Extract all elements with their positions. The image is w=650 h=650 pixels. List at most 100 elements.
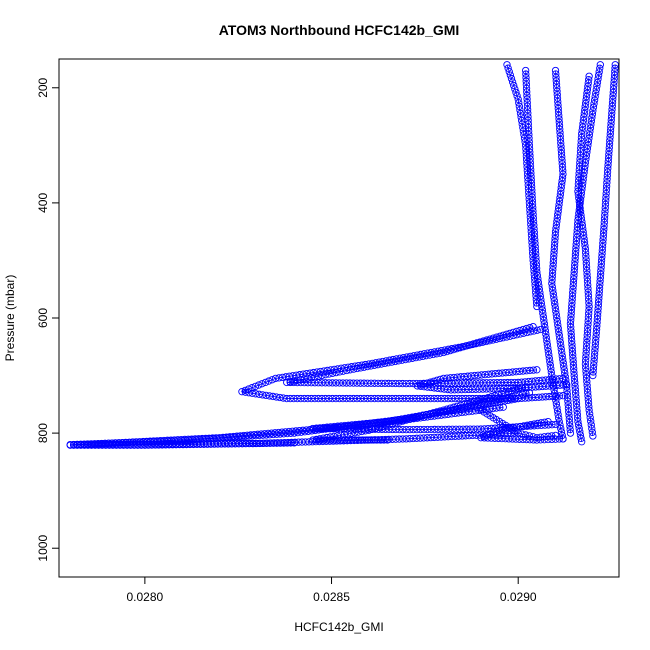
data-point	[550, 293, 558, 301]
data-point	[351, 429, 359, 437]
data-point	[569, 354, 577, 362]
data-point	[575, 162, 584, 170]
data-point	[585, 302, 593, 311]
data-point	[522, 81, 531, 89]
data-point	[460, 404, 468, 412]
data-point	[278, 373, 287, 382]
data-point	[532, 292, 540, 300]
data-point	[258, 391, 267, 399]
data-point	[565, 408, 573, 416]
data-point	[571, 261, 579, 269]
data-point	[486, 385, 494, 393]
data-point	[340, 422, 349, 431]
data-point	[265, 377, 273, 385]
data-point	[559, 359, 567, 367]
data-point	[610, 71, 619, 79]
data-point	[186, 440, 194, 449]
data-point	[609, 95, 617, 103]
data-point	[491, 369, 500, 378]
data-point	[518, 384, 526, 392]
data-point	[584, 313, 593, 321]
data-point	[585, 306, 593, 314]
data-point	[549, 259, 557, 267]
data-point	[433, 376, 441, 384]
data-point	[608, 105, 616, 114]
data-point	[525, 202, 534, 211]
series-1	[548, 66, 575, 437]
data-point	[585, 402, 593, 411]
data-point	[281, 428, 290, 436]
data-point	[604, 154, 613, 162]
data-point	[109, 441, 117, 449]
data-point	[582, 259, 590, 267]
data-point	[372, 419, 380, 428]
data-point	[581, 245, 590, 253]
data-point	[575, 206, 583, 214]
data-point	[592, 332, 600, 341]
data-point	[437, 411, 445, 419]
data-point	[512, 88, 520, 97]
data-point	[477, 401, 485, 409]
data-point	[574, 191, 583, 199]
data-point	[594, 71, 603, 80]
data-point	[283, 378, 291, 387]
data-point	[512, 368, 520, 376]
data-point	[320, 424, 328, 433]
data-point	[591, 347, 599, 355]
data-point	[531, 393, 540, 402]
data-point	[594, 75, 602, 83]
data-point	[420, 394, 428, 403]
data-point	[319, 437, 327, 446]
data-point	[583, 266, 591, 275]
data-point	[595, 294, 603, 303]
data-point	[513, 423, 521, 431]
data-point	[522, 435, 531, 444]
data-point	[333, 437, 341, 445]
data-point	[556, 135, 565, 144]
data-point	[569, 351, 577, 359]
data-point	[300, 394, 308, 403]
data-point	[552, 224, 560, 232]
data-point	[577, 211, 585, 219]
data-point	[573, 403, 581, 412]
data-point	[517, 378, 526, 386]
data-point	[522, 148, 530, 157]
data-point	[582, 252, 590, 260]
data-point	[596, 280, 604, 289]
data-point	[322, 437, 330, 445]
data-point	[406, 379, 414, 388]
data-point	[526, 213, 534, 221]
data-point	[593, 322, 601, 330]
data-point	[550, 252, 558, 260]
data-point	[584, 324, 592, 332]
data-point	[77, 441, 85, 449]
data-point	[466, 341, 474, 349]
data-point	[534, 419, 542, 428]
data-point	[581, 106, 589, 114]
data-point	[427, 394, 435, 403]
data-point	[582, 342, 591, 350]
data-point	[443, 374, 451, 382]
data-point	[584, 395, 592, 404]
data-point	[595, 291, 603, 299]
data-point	[292, 427, 300, 435]
data-point	[552, 381, 560, 390]
data-point	[558, 160, 566, 168]
data-point	[542, 330, 550, 338]
data-point	[480, 434, 489, 442]
data-point	[555, 200, 563, 209]
data-point	[566, 425, 574, 434]
data-point	[316, 367, 325, 376]
data-point	[559, 381, 567, 389]
data-point	[594, 305, 602, 313]
data-point	[231, 440, 239, 448]
data-point	[402, 426, 410, 434]
data-point	[544, 421, 553, 429]
data-point	[568, 347, 577, 356]
data-point	[468, 385, 476, 394]
data-point	[286, 378, 294, 387]
data-point	[487, 434, 496, 442]
data-point	[356, 394, 365, 403]
data-point	[349, 394, 358, 403]
data-point	[545, 382, 554, 390]
